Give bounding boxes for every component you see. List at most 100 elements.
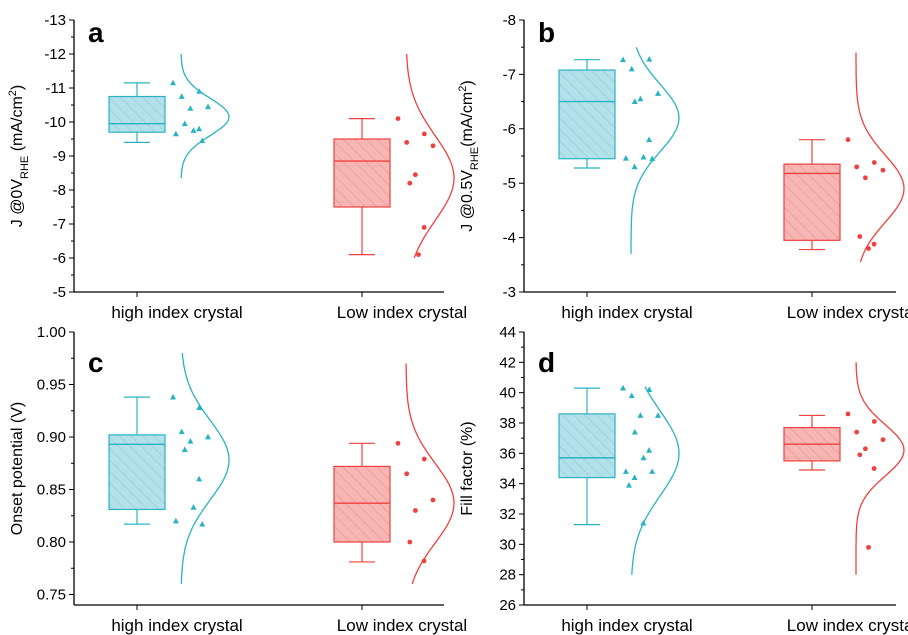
data-point <box>646 136 653 143</box>
data-point <box>404 140 410 145</box>
data-point <box>407 539 413 545</box>
distribution-curve <box>855 52 905 263</box>
y-axis-label-main: J @0V <box>9 179 26 228</box>
y-axis-label-end: ) <box>9 85 26 90</box>
x-tick-label: Low index crystal <box>787 303 908 322</box>
box <box>333 138 391 208</box>
data-point <box>871 160 877 165</box>
y-tick-label: -3 <box>503 284 516 301</box>
data-point <box>628 392 635 399</box>
y-axis-label: Fill factor (%) <box>459 421 476 515</box>
data-point <box>187 438 194 444</box>
y-tick-label: -8 <box>503 12 516 29</box>
y-tick-label: 42 <box>499 354 516 371</box>
panel-d: 26 28 30 32 34 36 38 40 42 44 high index crystal Lo… <box>459 324 908 635</box>
x-tick-label: high index crystal <box>111 616 242 635</box>
panel-a: -5 -6 -7 -8 -9 -10 -11 -12 -13 high index crystal… <box>7 12 467 322</box>
y-tick-label: -6 <box>503 121 516 138</box>
y-axis-label-main: J @0.5V <box>459 170 476 232</box>
series-low <box>783 52 905 263</box>
data-point <box>626 481 632 488</box>
data-point <box>631 98 638 104</box>
series-high <box>558 46 680 254</box>
y-axis-label: Onset potential (V) <box>9 402 26 535</box>
y-tick-label: -6 <box>53 250 66 267</box>
data-point <box>170 79 176 86</box>
y-axis-label-main: Onset potential (V) <box>9 402 26 535</box>
y-tick-label: 1.00 <box>37 324 66 341</box>
data-point <box>196 404 203 410</box>
data-point <box>196 475 203 482</box>
data-point <box>628 65 635 72</box>
data-point <box>430 497 436 503</box>
data-point <box>170 393 176 400</box>
data-point <box>631 474 638 480</box>
data-point <box>421 131 427 137</box>
distribution-curve <box>631 386 680 575</box>
box <box>558 69 616 160</box>
x-tick-label: Low index crystal <box>337 303 467 322</box>
y-tick-label: 0.85 <box>37 482 66 499</box>
series-low <box>783 362 905 575</box>
panel-letter: b <box>538 17 555 48</box>
distribution-curve <box>630 46 680 254</box>
data-point <box>880 167 886 173</box>
data-point <box>854 164 860 170</box>
data-point <box>178 93 185 99</box>
distribution-curve <box>180 54 230 179</box>
y-axis-label: J @0.5VRHE(mA/cm2) <box>457 80 481 231</box>
box <box>558 413 616 479</box>
data-point <box>196 125 203 132</box>
data-point <box>172 517 179 524</box>
data-point <box>620 56 626 63</box>
x-tick-label: Low index crystal <box>337 616 467 635</box>
y-axis-label-superscript: 2 <box>457 86 469 92</box>
y-tick-label: 36 <box>499 445 516 462</box>
data-point <box>181 446 188 452</box>
data-point <box>413 508 418 513</box>
data-point <box>199 520 206 527</box>
data-point <box>646 447 653 453</box>
y-tick-label: -4 <box>503 230 516 247</box>
data-point <box>640 454 647 461</box>
box <box>783 163 841 241</box>
y-axis-label-subscript: RHE <box>19 156 31 179</box>
data-point <box>845 137 851 143</box>
data-point <box>880 437 886 443</box>
data-point <box>205 433 211 440</box>
data-point <box>637 412 644 418</box>
data-point <box>845 411 851 417</box>
panel-letter: a <box>88 17 104 48</box>
data-point <box>866 544 871 550</box>
data-point <box>649 468 656 474</box>
data-point <box>857 452 863 458</box>
data-point <box>871 419 877 424</box>
y-tick-label: 38 <box>499 415 516 432</box>
series-high <box>558 384 680 575</box>
x-tick-label: high index crystal <box>561 616 692 635</box>
series-low <box>333 53 455 259</box>
data-point <box>395 440 401 446</box>
y-tick-label: -9 <box>53 148 66 165</box>
distribution-curve <box>180 352 230 585</box>
data-point <box>631 163 638 170</box>
y-tick-label: 44 <box>499 324 516 341</box>
box <box>108 434 166 511</box>
y-tick-label: 0.90 <box>37 429 66 446</box>
y-tick-label: 40 <box>499 385 516 402</box>
data-point <box>178 428 185 435</box>
y-tick-label: -7 <box>503 66 516 83</box>
data-point <box>871 466 877 471</box>
y-tick-label: 26 <box>499 597 516 614</box>
y-tick-label: -10 <box>44 114 66 131</box>
y-axis-label-main: Fill factor (%) <box>459 421 476 515</box>
data-point <box>863 446 868 452</box>
data-point <box>655 90 661 96</box>
data-point <box>421 456 427 462</box>
data-point <box>857 234 863 239</box>
panel-c: 0.75 0.80 0.85 0.90 0.95 1.00 high index cryst… <box>9 324 467 635</box>
y-tick-label: -5 <box>53 284 66 301</box>
box <box>108 95 166 133</box>
data-point <box>181 120 188 127</box>
